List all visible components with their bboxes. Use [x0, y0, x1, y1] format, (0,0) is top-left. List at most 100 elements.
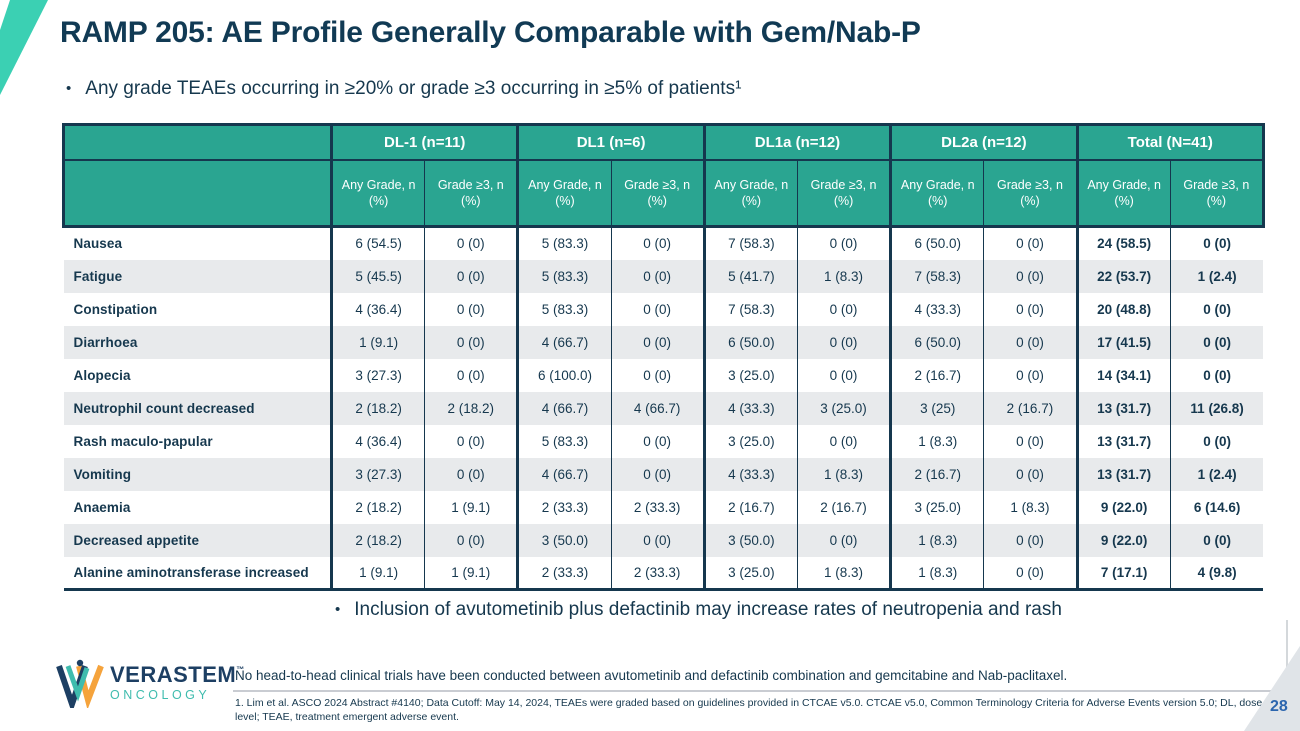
table-row: Diarrhoea 1 (9.1) 0 (0) 4 (66.7) 0 (0) 6 (50.… [63, 325, 1264, 359]
table-row: Rash maculo-papular 4 (36.4) 0 (0) 5 (83.3)… [64, 424, 1264, 458]
table-cell: 2 (33.3) [516, 556, 612, 591]
column-header-any-grade: Any Grade, n (%) [889, 159, 984, 228]
table-cell: 1 (8.3) [796, 259, 891, 293]
table-cell: 0 (0) [983, 259, 1078, 293]
footnote-primary: No head-to-head clinical trials have bee… [235, 668, 1068, 683]
row-label: Constipation [73, 301, 158, 317]
table-cell: 0 (0) [610, 358, 705, 392]
table-cell: 4 (66.7) [516, 457, 612, 491]
logo-wordmark: VERASTEM™ [110, 662, 245, 687]
corner-triangle-shape [1244, 646, 1300, 731]
table-row: Vomiting 3 (27.3) 0 (0) 4 (66.7) 0 (0) 4 (33.… [63, 457, 1264, 491]
table-row: Constipation 4 (36.4) 0 (0) 5 (83.3) 0 (0) 7 … [64, 292, 1264, 326]
table-cell: 0 (0) [983, 292, 1078, 326]
table-cell: 9 (22.0) [1075, 523, 1171, 557]
table-cell: 3 (25.0) [702, 358, 798, 392]
page-title: RAMP 205: AE Profile Generally Comparabl… [60, 16, 921, 49]
table-cell: 3 (27.3) [329, 358, 425, 392]
column-header-grade3: Grade ≥3, n (%) [424, 159, 518, 228]
table-cell: 1 (8.3) [889, 424, 984, 458]
table-corner-header [62, 123, 332, 161]
table-cell: 0 (0) [610, 259, 705, 293]
table-cell: 2 (16.7) [889, 457, 984, 491]
table-cell: 6 (54.5) [329, 226, 425, 260]
table-cell: 0 (0) [1169, 424, 1264, 458]
table-cell: 11 (26.8) [1169, 391, 1264, 425]
table-cell: 4 (36.4) [329, 292, 425, 326]
table-cell: 4 (66.7) [610, 391, 705, 425]
table-cell: 0 (0) [796, 424, 891, 458]
table-cell: 0 (0) [983, 358, 1078, 392]
row-label: Vomiting [63, 457, 332, 491]
table-cell: 6 (50.0) [889, 226, 984, 260]
ae-table: DL-1 (n=11) DL1 (n=6) DL1a (n=12) DL2a (n=1… [62, 123, 1265, 591]
table-cell: 0 (0) [983, 325, 1078, 359]
table-cell: 6 (50.0) [702, 325, 798, 359]
column-header-grade3: Grade ≥3, n (%) [610, 159, 705, 228]
column-header-any-grade: Any Grade, n (%) [1075, 159, 1171, 228]
row-label: Rash maculo-papular [73, 433, 213, 449]
table-cell: 2 (18.2) [329, 490, 425, 524]
table-cell: 3 (50.0) [516, 523, 612, 557]
table-cell: 3 (27.3) [329, 457, 425, 491]
logo-subtitle: ONCOLOGY [110, 688, 211, 702]
top-bullet-text: Any grade TEAEs occurring in ≥20% or gra… [85, 78, 742, 99]
table-cell: 0 (0) [424, 292, 518, 326]
table-row: Fatigue 5 (45.5) 0 (0) 5 (83.3) 0 (0) 5 (41.7… [63, 259, 1264, 293]
row-label: Alanine aminotransferase increased [63, 556, 332, 591]
table-cell: 1 (9.1) [329, 325, 425, 359]
table-body: Nausea 6 (54.5) 0 (0) 5 (83.3) 0 (0) 7 (58.3)… [63, 226, 1264, 591]
table-cell: 24 (58.5) [1075, 226, 1171, 260]
table-cell: 3 (25.0) [702, 424, 798, 458]
table-cell: 0 (0) [424, 424, 518, 458]
table-cell: 5 (83.3) [516, 226, 612, 260]
table-head: DL-1 (n=11) DL1 (n=6) DL1a (n=12) DL2a (n=1… [62, 123, 1265, 228]
table-row: Alanine aminotransferase increased 1 (9.1… [63, 556, 1264, 591]
table-cell: 1 (2.4) [1169, 259, 1264, 293]
trademark-symbol: ™ [236, 665, 245, 674]
table-row: Alopecia 3 (27.3) 0 (0) 6 (100.0) 0 (0) 3 (25… [64, 358, 1264, 392]
table-cell: 5 (41.7) [702, 259, 798, 293]
bottom-bullet-text: Inclusion of avutometinib plus defactini… [354, 599, 1062, 620]
table-row: Anaemia 2 (18.2) 1 (9.1) 2 (33.3) 2 (33.3) 2 … [64, 490, 1264, 524]
verastem-w-mark-icon [56, 659, 104, 708]
table-cell: 5 (45.5) [329, 259, 425, 293]
table-cell: 7 (58.3) [702, 226, 798, 260]
table-cell: 4 (33.3) [702, 391, 798, 425]
table-cell: 0 (0) [424, 259, 518, 293]
table-cell: 1 (9.1) [329, 556, 425, 591]
table-cell: 0 (0) [424, 457, 518, 491]
column-header-grade3: Grade ≥3, n (%) [983, 159, 1078, 228]
table-cell: 0 (0) [796, 358, 891, 392]
table-cell: 0 (0) [983, 457, 1078, 491]
table-cell: 13 (31.7) [1075, 391, 1171, 425]
table-cell: 2 (16.7) [796, 490, 891, 524]
table-cell: 13 (31.7) [1075, 457, 1171, 491]
table-cell: 0 (0) [796, 226, 891, 260]
table-row: Nausea 6 (54.5) 0 (0) 5 (83.3) 0 (0) 7 (58.3)… [64, 226, 1264, 260]
table-cell: 1 (9.1) [424, 490, 518, 524]
page-number: 28 [1270, 698, 1288, 715]
table-cell: 1 (8.3) [796, 556, 891, 591]
group-header: DL2a (n=12) [889, 123, 1078, 161]
footer-right-edge-line [1286, 620, 1288, 690]
table-cell: 0 (0) [424, 325, 518, 359]
sub-header-row: Any Grade, n (%) Grade ≥3, n (%) Any Grade… [62, 159, 1265, 228]
verastem-logo: VERASTEM™ ONCOLOGY [56, 658, 245, 708]
column-header-grade3: Grade ≥3, n (%) [1169, 159, 1265, 228]
table-cell: 3 (25.0) [702, 556, 798, 591]
column-header-any-grade: Any Grade, n (%) [329, 159, 425, 228]
row-label: Decreased appetite [63, 523, 332, 557]
column-header-grade3: Grade ≥3, n (%) [796, 159, 891, 228]
table-cell: 4 (66.7) [516, 391, 612, 425]
table-cell: 6 (100.0) [516, 358, 612, 392]
logo-text: VERASTEM™ ONCOLOGY [110, 662, 245, 703]
table-cell: 0 (0) [610, 457, 705, 491]
table-cell: 2 (33.3) [610, 556, 705, 591]
table-cell: 17 (41.5) [1075, 325, 1171, 359]
table-cell: 0 (0) [983, 523, 1078, 557]
top-bullet: • Any grade TEAEs occurring in ≥20% or gr… [66, 78, 741, 100]
table-cell: 5 (83.3) [516, 292, 612, 326]
table-cell: 1 (8.3) [983, 490, 1078, 524]
